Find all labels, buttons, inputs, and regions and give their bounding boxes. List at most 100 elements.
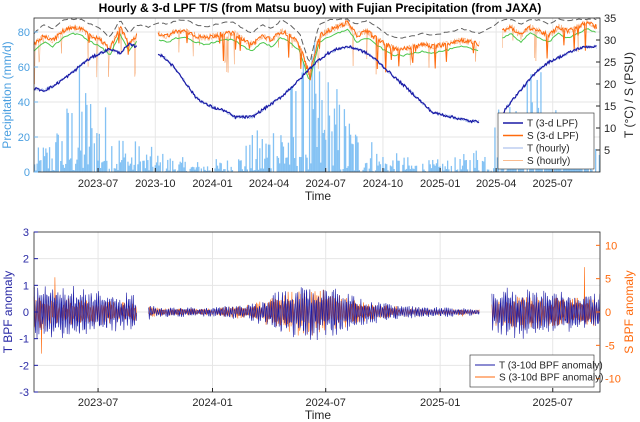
top-legend-label: S (3-d LPF) [527,131,579,142]
precip-bar [200,168,202,172]
precip-bar [328,115,331,172]
precip-bar [461,165,464,172]
bottom-right-tick-label: 5 [605,274,611,286]
precip-bar [340,169,342,172]
precip-bar [305,154,307,172]
precip-bar [34,164,36,172]
precip-bar [486,169,489,172]
top-left-axis-label: Precipitation (mm/d) [0,41,14,148]
top-right-tick-label: 25 [604,57,616,69]
precip-bar [505,170,507,172]
precip-bar [76,159,78,172]
top-left-tick-label: 40 [18,97,30,109]
top-right-tick-label: 10 [604,123,616,135]
precip-bar [65,163,67,172]
top-legend-label: T (3-d LPF) [527,119,578,130]
precip-bar [413,168,415,172]
precip-bar [277,157,280,172]
precip-bar [127,161,129,172]
top-left-tick-label: 20 [18,132,30,144]
precip-bar [70,158,72,172]
precip-bar [184,161,186,172]
precip-bar [563,166,566,172]
precip-bar [391,166,393,172]
precip-bar [116,163,118,172]
precip-bar [484,156,486,172]
top-left-tick-label: 80 [18,27,30,39]
precip-bar [325,139,327,172]
precip-bar [203,166,205,172]
precip-bar [85,93,87,172]
precip-bar [448,169,450,172]
precip-bar [308,73,311,172]
precip-bar [43,156,46,172]
precip-bar [80,150,82,172]
precip-bar [409,169,411,172]
precip-bar [466,169,469,172]
precip-bar [296,165,298,172]
bottom-left-tick-label: 1 [23,280,29,292]
precip-bar [496,157,499,172]
precip-bar [292,137,295,172]
precip-bar [81,111,83,172]
precip-bar [437,159,439,172]
precip-bar [51,158,53,172]
precip-bar [123,157,125,172]
precip-bar [73,170,76,172]
precip-bar [260,168,262,172]
precip-bar [379,164,382,172]
precip-bar [219,162,221,172]
precip-bar [68,159,71,172]
precip-bar [298,156,301,172]
precip-bar [53,170,56,172]
precip-bar [204,169,206,172]
precip-bar [591,169,593,172]
precip-bar [393,169,395,172]
precip-bar [280,135,282,172]
precip-bar [279,163,281,172]
precip-bar [239,160,241,172]
precip-bar [346,167,348,172]
precip-bar [98,133,100,172]
precip-bar [398,160,400,172]
precip-bar [118,140,120,172]
precip-bar [286,157,288,172]
precip-bar [465,160,467,172]
top-axes-box [33,17,601,173]
precip-bar [349,134,352,172]
max-envelope-line [33,18,597,64]
precip-bar [86,104,88,172]
precip-bar [159,162,161,172]
top-x-tick-label: 2025-04 [476,178,516,190]
precip-bar [179,161,181,172]
precip-bar [45,148,47,172]
top-right-axis-label: T (°C) / S (PSU) [622,52,636,138]
precip-bar [337,150,339,172]
precip-bar [223,169,225,172]
precip-bar [310,163,312,172]
precip-bar [209,170,211,172]
precip-bar [450,165,453,172]
precip-bar [55,142,57,172]
precip-bar [454,157,456,172]
precip-bar [494,127,496,172]
precip-bar [172,160,174,172]
precip-bar [97,160,99,172]
precip-bar [103,160,105,172]
precip-bar [300,157,302,172]
precip-bar [52,170,54,172]
bottom-left-tick-label: 3 [23,227,29,239]
precip-bar [134,141,137,172]
precip-bar [291,86,293,172]
precip-bar [363,167,365,172]
precip-bar [254,170,256,172]
precip-bar [338,104,341,172]
precip-bar [83,154,86,172]
precip-bar [414,165,416,172]
precip-bar [137,164,139,172]
precip-bar [78,65,81,172]
precip-bar [307,169,309,172]
bottom-right-axis-label: S BPF anomaly [622,270,636,353]
precip-bar [106,160,108,172]
precip-bar [476,159,479,172]
